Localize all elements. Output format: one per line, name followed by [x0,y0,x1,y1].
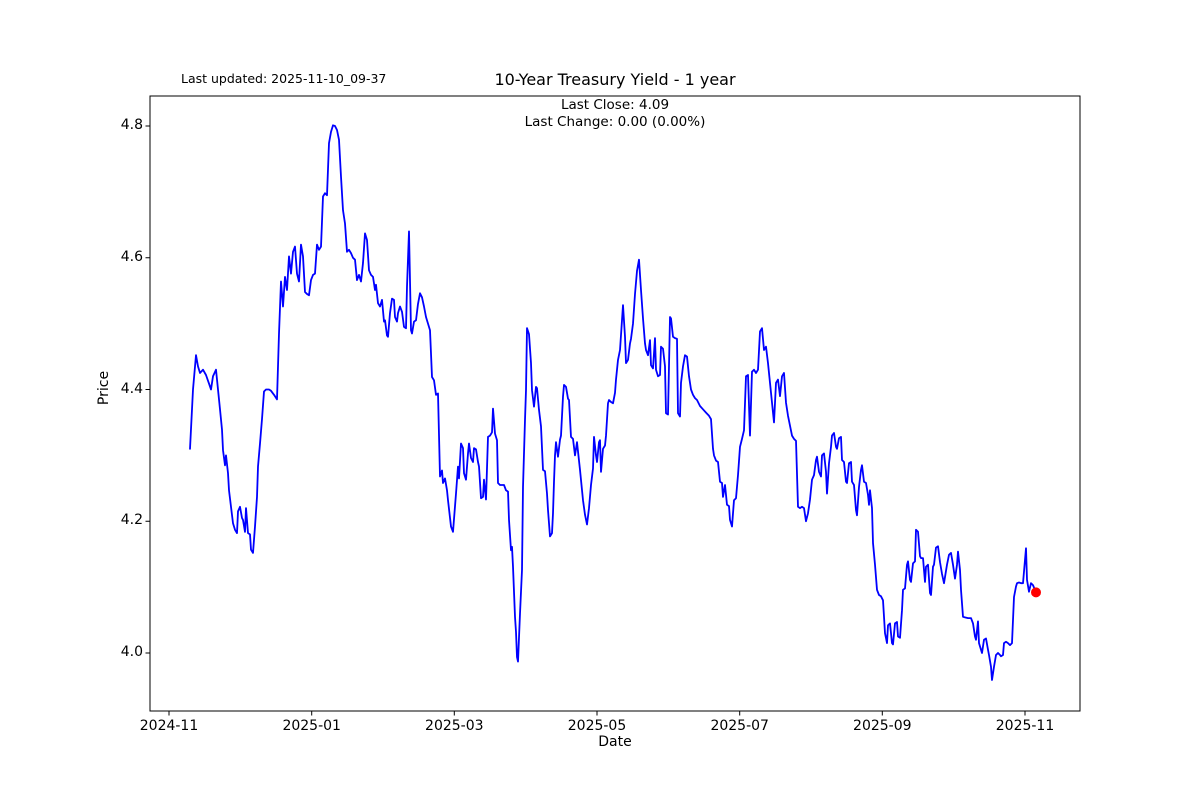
last-close-marker [1031,587,1041,598]
x-tick-label: 2025-09 [853,718,912,734]
x-axis-label: Date [598,734,632,750]
axes-border [149,95,1081,712]
y-tick-label: 4.0 [120,644,143,660]
chart-title: 10-Year Treasury Yield - 1 year [494,70,736,89]
x-tick-label: 2025-01 [282,718,341,734]
x-tick-label: 2024-11 [139,718,199,734]
x-tick-label: 2025-05 [567,718,627,734]
yield-line-series [189,124,1037,681]
y-tick-label: 4.4 [120,380,143,397]
last-updated-annotation: Last updated: 2025-11-10_09-37 [181,71,387,86]
x-tick-label: 2025-07 [710,718,769,734]
subtitle-last-change: Last Change: 0.00 (0.00%) [524,114,706,130]
y-tick-label: 4.6 [120,248,143,265]
x-tick-label: 2025-03 [425,718,484,734]
x-tick-label: 2025-11 [995,718,1055,734]
y-tick-label: 4.8 [120,117,143,133]
subtitle-last-close: Last Close: 4.09 [560,97,670,113]
chart-subtitle: Last Close: 4.09 Last Change: 0.00 (0.00%… [315,97,915,131]
y-tick-label: 4.2 [120,512,143,529]
